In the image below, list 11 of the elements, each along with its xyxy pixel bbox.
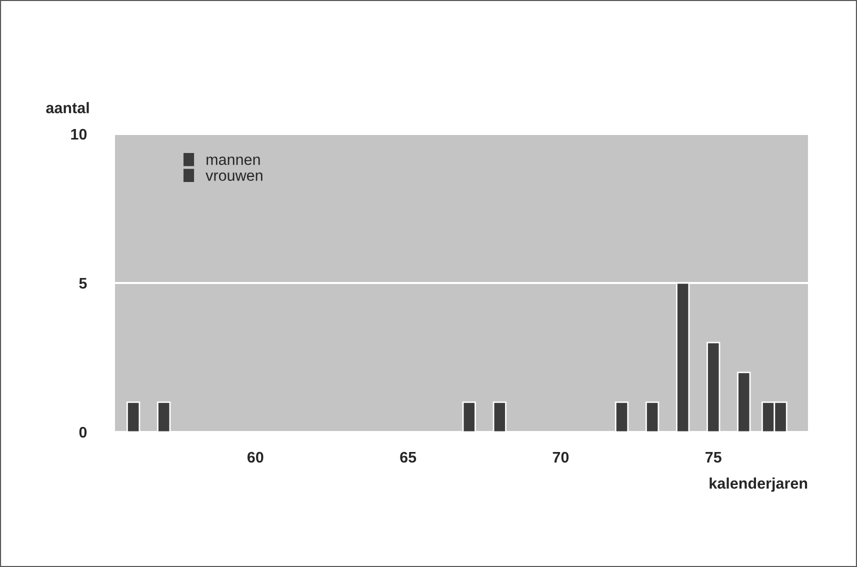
- y-axis-title: aantal: [46, 102, 89, 114]
- y-tick-label: 5: [79, 278, 87, 289]
- y-tick-label: 0: [79, 426, 87, 438]
- legend-label: vrouwen: [206, 172, 262, 181]
- x-tick-label: 70: [552, 452, 569, 463]
- y-tick-label: 10: [71, 128, 87, 140]
- x-tick-label: 60: [247, 452, 264, 463]
- x-tick-label: 65: [400, 452, 416, 463]
- legend-label: mannen: [206, 156, 260, 166]
- x-tick-label: 75: [706, 452, 722, 463]
- x-axis-title: kalenderjaren: [710, 478, 808, 492]
